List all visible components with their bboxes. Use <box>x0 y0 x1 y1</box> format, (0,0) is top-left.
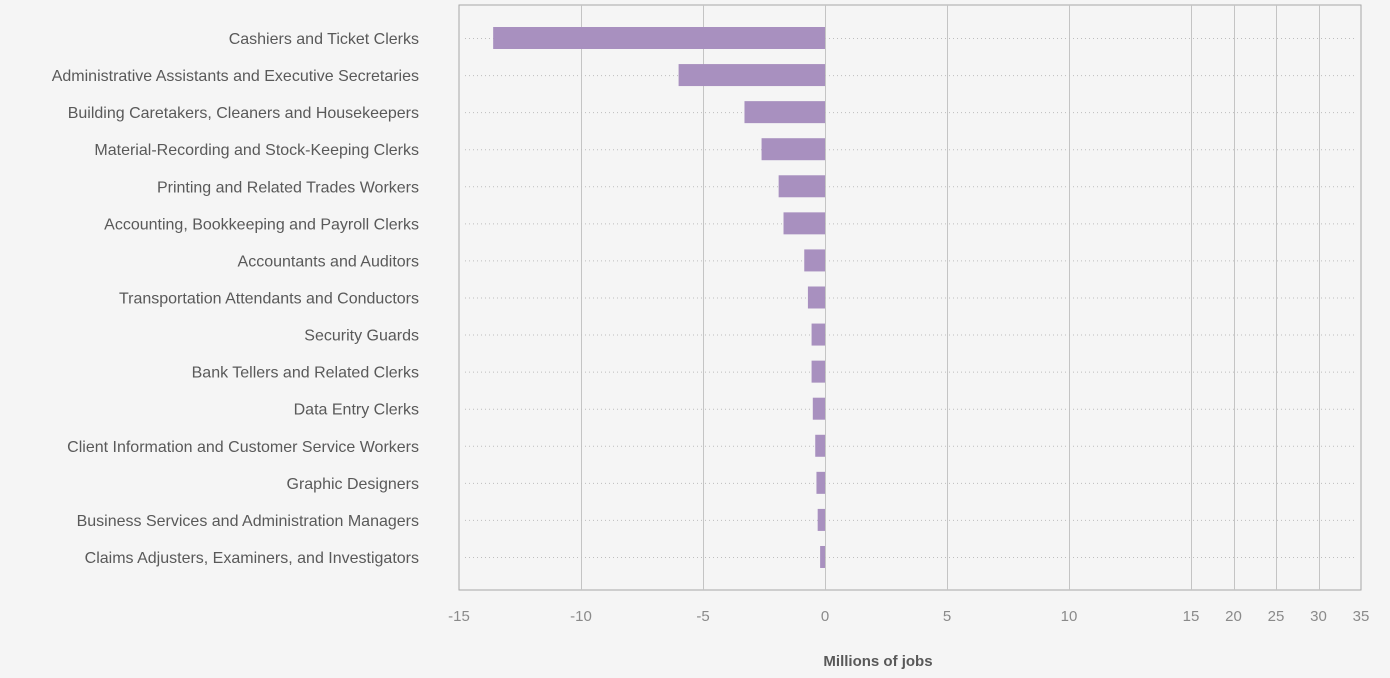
category-label: Transportation Attendants and Conductors <box>119 290 419 307</box>
x-tick-label: 30 <box>1310 608 1327 625</box>
x-tick-label: 25 <box>1268 608 1285 625</box>
bar <box>812 397 825 420</box>
category-label: Cashiers and Ticket Clerks <box>229 31 419 48</box>
grid-layer <box>458 4 1362 591</box>
x-tick-label: 15 <box>1183 608 1200 625</box>
category-label: Printing and Related Trades Workers <box>157 179 419 196</box>
bar <box>678 64 825 87</box>
category-label: Accountants and Auditors <box>238 253 419 270</box>
bar <box>811 323 825 346</box>
bar-layer <box>493 27 825 568</box>
x-tick-label: -5 <box>696 608 709 625</box>
bar <box>744 101 825 124</box>
plot-frame <box>458 4 1362 591</box>
bar <box>778 175 825 198</box>
category-label: Claims Adjusters, Examiners, and Investi… <box>85 550 419 567</box>
bar <box>783 212 825 235</box>
category-label: Security Guards <box>304 328 419 345</box>
category-label-layer: Cashiers and Ticket Clerks Administrative… <box>52 31 419 567</box>
bar <box>804 249 825 272</box>
x-tick-label: 35 <box>1353 608 1370 625</box>
category-label: Material-Recording and Stock-Keeping Cle… <box>94 142 419 159</box>
category-label: Client Information and Customer Service … <box>67 439 419 456</box>
category-label: Data Entry Clerks <box>294 402 419 419</box>
bar <box>816 471 825 494</box>
x-tick-label: 5 <box>943 608 951 625</box>
bar <box>817 508 825 531</box>
bar <box>807 286 825 309</box>
bar <box>811 360 825 383</box>
category-label: Bank Tellers and Related Clerks <box>192 365 419 382</box>
category-label: Building Caretakers, Cleaners and Housek… <box>68 105 419 122</box>
category-label: Business Services and Administration Man… <box>77 513 419 530</box>
tick-label-layer: -15 -10 -5 0 5 10 15 20 25 30 35 <box>448 608 1369 625</box>
x-axis-title: Millions of jobs <box>823 653 932 670</box>
x-tick-label: 20 <box>1225 608 1242 625</box>
x-tick-label: -10 <box>570 608 592 625</box>
category-label: Accounting, Bookkeeping and Payroll Cler… <box>104 216 419 233</box>
x-tick-label: 10 <box>1061 608 1078 625</box>
category-label: Graphic Designers <box>287 476 420 493</box>
bar <box>761 138 825 161</box>
x-tick-label: -15 <box>448 608 470 625</box>
bar <box>493 27 825 49</box>
bar <box>815 434 825 457</box>
bar <box>820 545 825 568</box>
category-label: Administrative Assistants and Executive … <box>52 68 419 85</box>
x-tick-label: 0 <box>821 608 829 625</box>
